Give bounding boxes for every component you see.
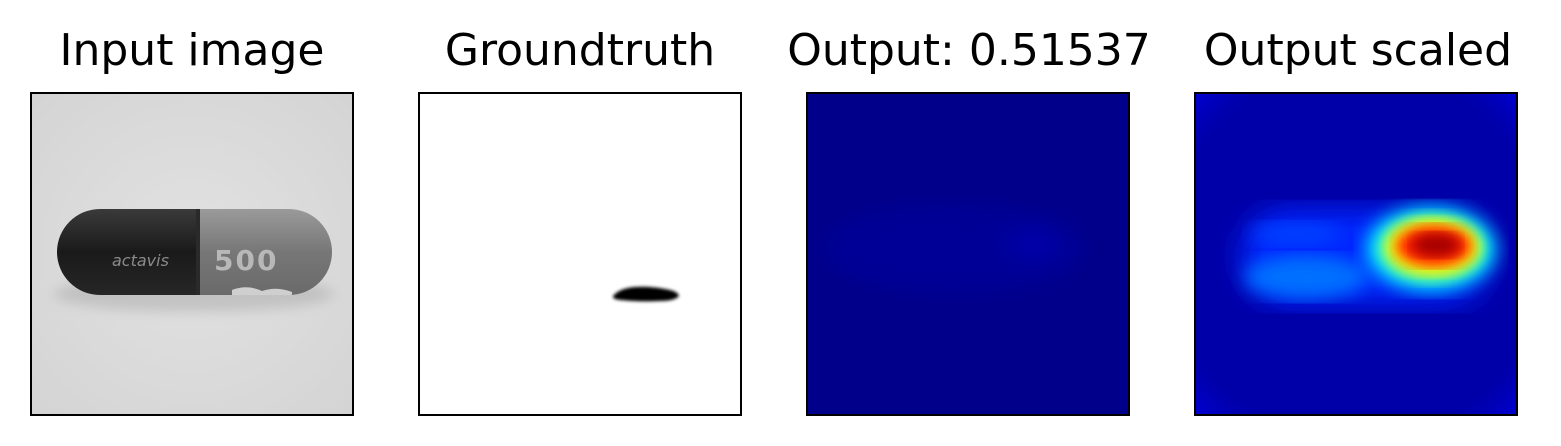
- capsule-brand-text: actavis: [112, 251, 169, 270]
- output-scaled-heatmap: [1196, 94, 1516, 414]
- input-image-title: Input image: [59, 25, 325, 76]
- defect-region: [612, 286, 679, 302]
- scaled-hotspot-peak: [1412, 233, 1460, 257]
- capsule-defect: [232, 287, 292, 295]
- output-scaled-panel: [1194, 92, 1518, 416]
- output-heatmap: [808, 94, 1128, 414]
- output-hotspot: [978, 214, 1088, 274]
- output-title: Output: 0.51537: [787, 25, 1151, 76]
- output-scaled-title: Output scaled: [1203, 25, 1513, 76]
- capsule: [57, 209, 332, 295]
- capsule-photo: actavis 500: [32, 94, 352, 414]
- groundtruth-panel: [418, 92, 742, 416]
- groundtruth-mask: [420, 94, 740, 414]
- input-image-panel: actavis 500: [30, 92, 354, 416]
- groundtruth-title: Groundtruth: [444, 25, 716, 76]
- capsule-strength-text: 500: [214, 244, 278, 277]
- capsule-dark-half: [57, 209, 199, 295]
- capsule-light-half: [199, 209, 332, 295]
- output-panel: [806, 92, 1130, 416]
